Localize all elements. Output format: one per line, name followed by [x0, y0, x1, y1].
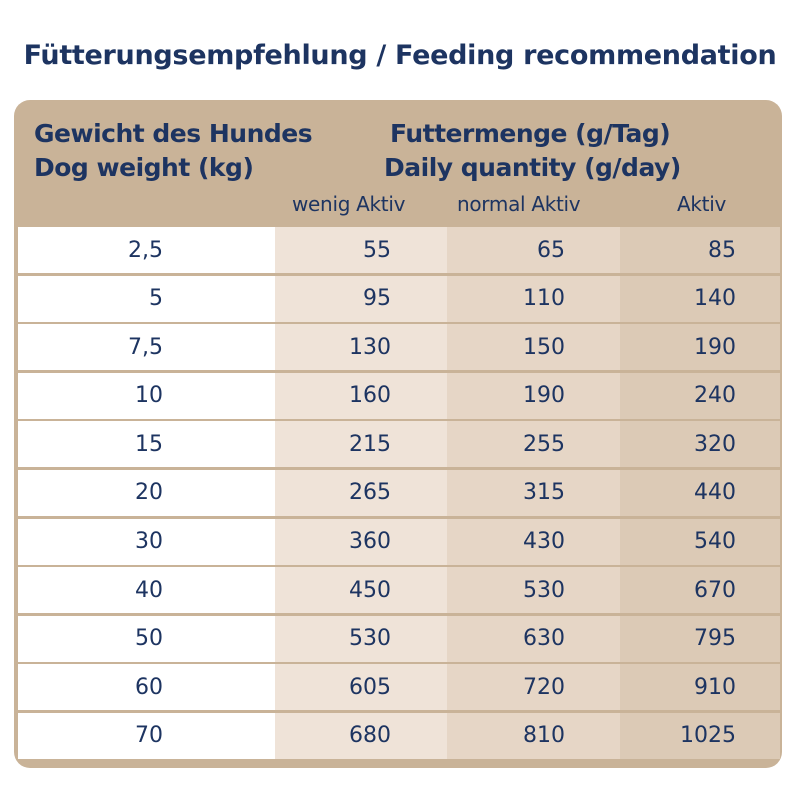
- cell-weight: 10: [18, 372, 275, 419]
- cell-low: 265: [275, 469, 447, 516]
- cell-normal: 810: [447, 712, 620, 759]
- cell-low: 450: [275, 567, 447, 614]
- cell-normal: 530: [447, 567, 620, 614]
- cell-low: 360: [275, 518, 447, 565]
- cell-low: 680: [275, 712, 447, 759]
- table-body: 2,5 55 65 85 5 95 110 140 7,5 130 150 190 10 160 190 24…: [18, 227, 780, 762]
- cell-active: 190: [620, 324, 780, 371]
- cell-weight: 70: [18, 712, 275, 759]
- cell-active: 320: [620, 421, 780, 468]
- table-row: 20 265 315 440: [18, 469, 780, 516]
- cell-active: 240: [620, 372, 780, 419]
- cell-normal: 190: [447, 372, 620, 419]
- cell-weight: 5: [18, 275, 275, 322]
- cell-active: 1025: [620, 712, 780, 759]
- quantity-header-de: Futtermenge (g/Tag): [390, 119, 671, 148]
- cell-weight: 7,5: [18, 324, 275, 371]
- cell-weight: 40: [18, 567, 275, 614]
- cell-low: 160: [275, 372, 447, 419]
- cell-low: 530: [275, 615, 447, 662]
- cell-active: 910: [620, 664, 780, 711]
- cell-weight: 60: [18, 664, 275, 711]
- cell-weight: 2,5: [18, 227, 275, 273]
- table-row: 60 605 720 910: [18, 664, 780, 711]
- cell-low: 215: [275, 421, 447, 468]
- cell-weight: 20: [18, 469, 275, 516]
- table-row: 30 360 430 540: [18, 518, 780, 565]
- weight-header-en: Dog weight (kg): [34, 153, 254, 182]
- table-row: 70 680 810 1025: [18, 712, 780, 759]
- cell-normal: 110: [447, 275, 620, 322]
- cell-weight: 15: [18, 421, 275, 468]
- weight-header-de: Gewicht des Hundes: [34, 119, 313, 148]
- cell-active: 670: [620, 567, 780, 614]
- table-row: 40 450 530 670: [18, 567, 780, 614]
- cell-active: 140: [620, 275, 780, 322]
- cell-normal: 630: [447, 615, 620, 662]
- cell-active: 540: [620, 518, 780, 565]
- col-low-activity: wenig Aktiv: [292, 192, 406, 216]
- table-row: 10 160 190 240: [18, 372, 780, 419]
- feeding-table: Gewicht des Hundes Dog weight (kg) Futte…: [14, 100, 782, 768]
- cell-normal: 720: [447, 664, 620, 711]
- quantity-header-en: Daily quantity (g/day): [384, 153, 681, 182]
- cell-active: 795: [620, 615, 780, 662]
- cell-normal: 65: [447, 227, 620, 273]
- table-row: 2,5 55 65 85: [18, 227, 780, 273]
- table-row: 5 95 110 140: [18, 275, 780, 322]
- cell-low: 605: [275, 664, 447, 711]
- table-row: 15 215 255 320: [18, 421, 780, 468]
- col-normal-activity: normal Aktiv: [457, 192, 581, 216]
- cell-normal: 315: [447, 469, 620, 516]
- cell-normal: 430: [447, 518, 620, 565]
- cell-active: 85: [620, 227, 780, 273]
- cell-low: 95: [275, 275, 447, 322]
- cell-low: 130: [275, 324, 447, 371]
- page-title: Fütterungsempfehlung / Feeding recommend…: [23, 40, 777, 71]
- cell-active: 440: [620, 469, 780, 516]
- cell-low: 55: [275, 227, 447, 273]
- table-row: 7,5 130 150 190: [18, 324, 780, 371]
- cell-normal: 255: [447, 421, 620, 468]
- cell-normal: 150: [447, 324, 620, 371]
- table-row: 50 530 630 795: [18, 615, 780, 662]
- cell-weight: 30: [18, 518, 275, 565]
- col-active: Aktiv: [677, 192, 726, 216]
- cell-weight: 50: [18, 615, 275, 662]
